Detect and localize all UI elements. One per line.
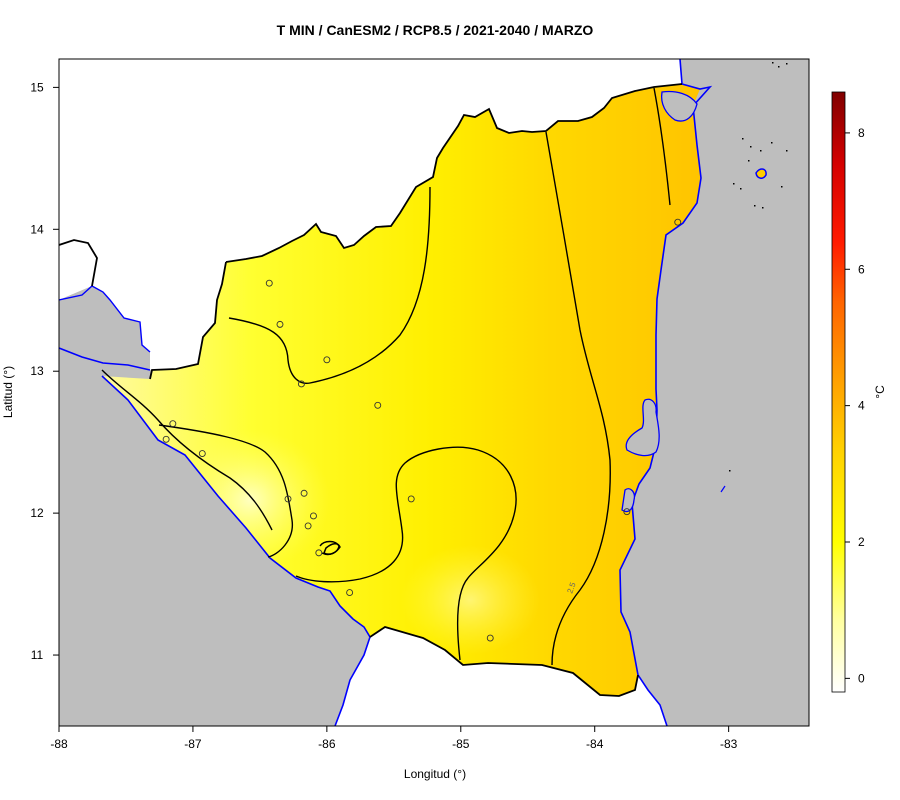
y-axis: 11 12 13 14 15 (30, 80, 59, 662)
x-tick-label: -83 (720, 737, 738, 751)
y-tick-label: 11 (31, 648, 44, 662)
station-marker (276, 320, 284, 328)
x-tick-label: -85 (452, 737, 470, 751)
honduras-land (59, 59, 682, 370)
contour-label: 2.5 (565, 581, 577, 595)
station-marker (198, 450, 206, 457)
colorbar-tick-label: 0 (858, 671, 865, 685)
station-marker (407, 495, 415, 503)
coastal-lagoon (625, 398, 660, 457)
station-marker (486, 634, 494, 642)
colorbar-tick-label: 6 (858, 262, 865, 276)
station-marker (374, 401, 382, 409)
x-axis-title: Longitud (°) (404, 767, 466, 781)
island-small (720, 485, 726, 493)
x-tick-label: -86 (318, 737, 336, 751)
honduras-land-west (59, 240, 97, 300)
fonseca-coastline (59, 285, 151, 353)
caribbean-coastline (619, 59, 713, 726)
gulf-of-fonseca (59, 286, 150, 370)
station-marker (623, 508, 631, 516)
coastal-lagoon-2 (621, 488, 636, 513)
costa-rica-border (369, 626, 639, 697)
plot-title: T MIN / CanESM2 / RCP8.5 / 2021-2040 / M… (277, 22, 594, 38)
x-tick-label: -88 (50, 737, 68, 751)
colorbar-unit: °C (873, 385, 887, 399)
station-marker (315, 549, 323, 557)
y-tick-label: 13 (30, 364, 44, 378)
colorbar-ticks: 0 2 4 6 8 (845, 126, 865, 685)
x-axis: -88 -87 -86 -85 -84 -83 (50, 726, 738, 751)
station-marker (304, 522, 312, 530)
nicaragua-land (102, 84, 701, 696)
station-marker (297, 380, 305, 388)
colorbar (831, 91, 846, 693)
x-tick-label: -84 (586, 737, 604, 751)
station-marker (265, 279, 273, 287)
honduras-border (59, 83, 683, 380)
island (755, 168, 767, 179)
station-marker (162, 435, 170, 443)
pale-zone-south (400, 545, 540, 655)
plot-frame (58, 58, 810, 727)
x-tick-label: -87 (184, 737, 202, 751)
colorbar-tick-label: 8 (858, 126, 865, 140)
station-marker (300, 489, 308, 497)
colorbar-tick-label: 4 (858, 399, 865, 413)
cays (729, 62, 788, 472)
colorbar-tick-label: 2 (858, 535, 865, 549)
station-marker (323, 356, 331, 364)
station-marker (169, 420, 177, 428)
station-marker (284, 495, 292, 503)
coastal-lagoon-3 (660, 90, 698, 122)
y-tick-label: 15 (30, 80, 44, 94)
contours (101, 87, 671, 666)
y-tick-label: 14 (30, 222, 44, 236)
station-marker (310, 512, 317, 520)
costa-rica-land (335, 627, 667, 726)
station-marker (346, 589, 354, 597)
y-tick-label: 12 (30, 506, 44, 520)
stations (162, 218, 682, 642)
station-marker (674, 218, 682, 226)
pacific-coastline (59, 347, 371, 726)
y-axis-title: Latitud (°) (1, 366, 15, 418)
